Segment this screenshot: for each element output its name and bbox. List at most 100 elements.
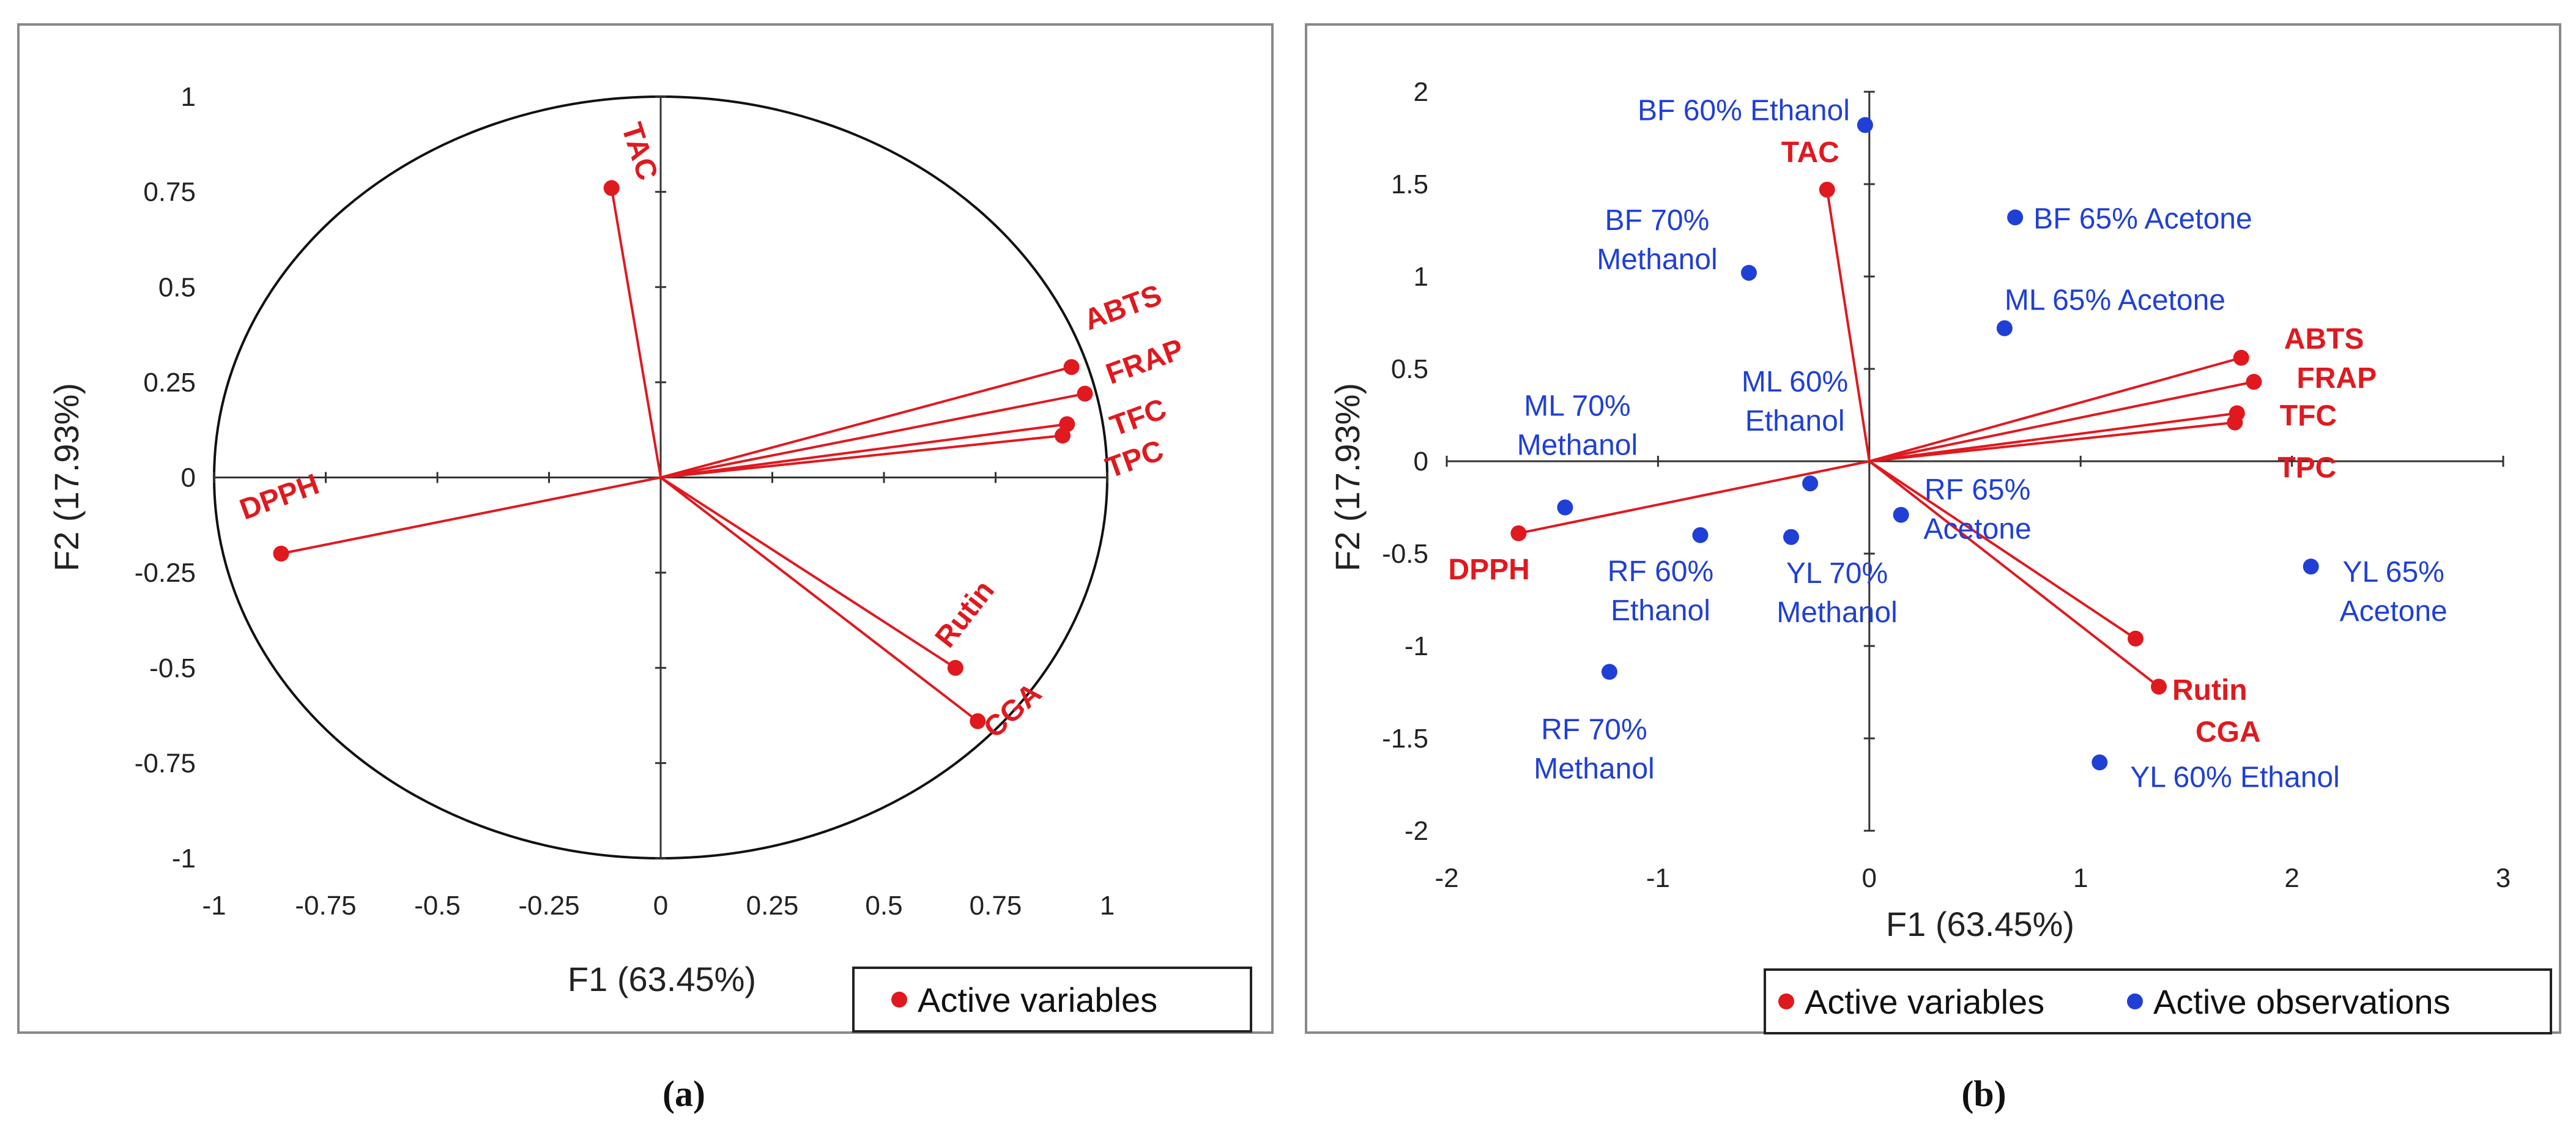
panel-a-y-axis-title: F2 (17.93%) xyxy=(47,383,86,571)
y-tick-label: -0.75 xyxy=(135,748,196,778)
x-tick-label: -1 xyxy=(202,891,226,921)
observation-label-line: RF 65% xyxy=(1925,474,2030,507)
observation-label-line: RF 70% xyxy=(1541,713,1647,746)
x-tick-label: -0.25 xyxy=(518,891,579,921)
y-tick-label: 0 xyxy=(181,463,196,493)
variable-point xyxy=(970,713,986,729)
x-tick-label: 1 xyxy=(2073,863,2088,893)
panel-b-chart: -2 -1 0 1 2 3 -2 -1.5 -1 -0.5 0 0.5 1 1.5 2 TAC ABTS FRAP… xyxy=(1382,77,2511,893)
y-tick-label: -0.5 xyxy=(1382,539,1428,569)
panel-a-x-axis-title: F1 (63.45%) xyxy=(568,960,756,998)
variable-point xyxy=(1077,385,1093,402)
variable-vector xyxy=(281,476,661,555)
variable-point xyxy=(1510,525,1527,541)
variable-label: TPC xyxy=(1102,434,1168,485)
x-tick-label: 0 xyxy=(1862,863,1877,893)
y-tick-label: 1 xyxy=(1414,262,1428,292)
panel-b-legend-variables: Active variables xyxy=(1805,982,2044,1021)
observation-label: YL 70% Methanol xyxy=(1776,557,1897,629)
caption-b: (b) xyxy=(1961,1074,2006,1114)
variable-label: DPPH xyxy=(1448,554,1529,586)
legend-variable-marker xyxy=(1778,993,1794,1009)
observation-label: BF 65% Acetone xyxy=(2033,202,2252,235)
x-tick-label: 0 xyxy=(653,891,668,921)
observation-label: BF 60% Ethanol xyxy=(1638,94,1850,127)
variable-point xyxy=(2128,630,2144,647)
variable-vector xyxy=(1868,460,2137,640)
observation-label: RF 65% Acetone xyxy=(1924,474,2032,546)
variable-label: FRAP xyxy=(1102,333,1188,390)
y-tick-label: 0.25 xyxy=(143,368,196,398)
observation-label-line: YL 70% xyxy=(1786,557,1888,590)
y-tick-label: 2 xyxy=(1414,77,1428,107)
observation-point xyxy=(1857,117,1873,133)
observation-point xyxy=(2007,209,2024,226)
x-tick-label: -0.5 xyxy=(414,891,461,921)
y-tick-label: 0.75 xyxy=(143,177,196,207)
y-tick-label: 0 xyxy=(1414,447,1428,477)
y-tick-label: -1.5 xyxy=(1382,724,1428,754)
variable-point xyxy=(947,659,963,676)
y-tick-label: -0.25 xyxy=(135,558,196,588)
variable-vector xyxy=(659,476,956,669)
observation-label: YL 65% Acetone xyxy=(2340,556,2448,628)
observation-label-line: ML 70% xyxy=(1524,390,1630,423)
variable-label: ABTS xyxy=(2284,323,2364,355)
panel-b-x-axis-title: F1 (63.45%) xyxy=(1886,905,2074,943)
panel-b-y-axis-title: F2 (17.93%) xyxy=(1328,383,1367,571)
variable-vector xyxy=(660,423,1067,479)
variable-vector xyxy=(660,366,1072,479)
variable-point xyxy=(1063,358,1080,375)
variable-point xyxy=(2233,349,2249,366)
x-tick-label: 0.5 xyxy=(865,891,902,921)
variable-label: TFC xyxy=(1106,393,1171,443)
variable-vector xyxy=(1869,421,2235,462)
observation-label: RF 60% Ethanol xyxy=(1608,555,1713,627)
x-tick-label: 0.25 xyxy=(746,891,799,921)
y-tick-label: 0.5 xyxy=(1391,354,1428,384)
x-tick-label: 1 xyxy=(1100,891,1115,921)
variable-vector xyxy=(659,476,979,722)
x-tick-label: 0.75 xyxy=(970,891,1022,921)
observation-label-line: Acetone xyxy=(1924,513,2032,546)
observation-point xyxy=(2092,754,2108,771)
observation-point xyxy=(2303,559,2319,575)
observation-label-line: YL 65% xyxy=(2343,556,2444,588)
variable-vector xyxy=(1869,356,2242,462)
variable-vector xyxy=(660,434,1063,479)
variable-vector xyxy=(1825,189,1871,462)
y-tick-label: 1.5 xyxy=(1391,169,1428,199)
panel-a-chart: -1 -0.75 -0.5 -0.25 0 0.25 0.5 0.75 1 -1 -0.75 -0.5… xyxy=(135,82,1188,921)
y-tick-label: -1 xyxy=(172,844,196,874)
observation-label: BF 70% Methanol xyxy=(1597,204,1717,276)
x-tick-label: -0.75 xyxy=(295,891,356,921)
variable-point xyxy=(603,180,620,196)
variable-label: ABTS xyxy=(1080,279,1166,336)
observation-label-line: Acetone xyxy=(2340,595,2448,628)
variable-point xyxy=(1055,428,1071,444)
observation-label-line: Methanol xyxy=(1534,752,1654,785)
variable-vector xyxy=(1518,460,1870,535)
variable-label: TFC xyxy=(2280,399,2337,432)
observation-point xyxy=(1557,499,1573,516)
observation-label-line: Ethanol xyxy=(1611,595,1710,627)
variable-label: TAC xyxy=(615,119,664,184)
observation-point xyxy=(1783,529,1800,545)
observation-label: ML 60% Ethanol xyxy=(1742,366,1848,437)
variable-vector xyxy=(1869,381,2254,462)
y-tick-label: -1 xyxy=(1405,631,1428,661)
variable-point xyxy=(2227,414,2243,431)
variable-label: TPC xyxy=(2277,452,2336,484)
legend-variable-marker xyxy=(891,992,907,1008)
observation-label-line: RF 60% xyxy=(1608,555,1713,588)
panel-b-legend: Active variables Active observations xyxy=(1764,968,2552,1034)
observation-label-line: Methanol xyxy=(1597,243,1717,276)
panel-b-legend-observations: Active observations xyxy=(2153,982,2451,1021)
observation-point xyxy=(1893,507,1909,523)
observation-label-line: Methanol xyxy=(1776,596,1897,629)
caption-a: (a) xyxy=(663,1074,705,1114)
observation-label: ML 70% Methanol xyxy=(1517,390,1638,462)
x-tick-label: -1 xyxy=(1646,863,1670,893)
panel-a-frame xyxy=(17,23,1274,1034)
